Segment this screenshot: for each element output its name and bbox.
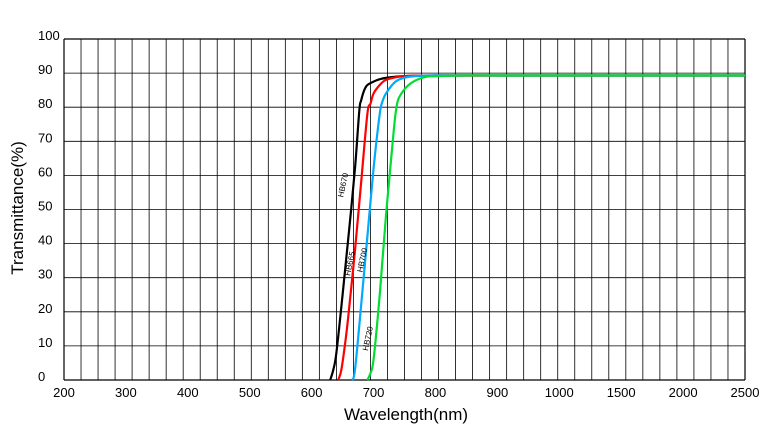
x-tick-label: 500 <box>239 385 261 400</box>
y-tick-label: 90 <box>38 62 52 77</box>
grid <box>63 38 746 381</box>
x-tick-label: 400 <box>177 385 199 400</box>
series-line-hb720 <box>366 74 745 381</box>
series-line-hb665 <box>337 74 745 381</box>
x-tick-label: 900 <box>487 385 509 400</box>
y-tick-label: 0 <box>38 369 45 384</box>
y-tick-label: 20 <box>38 301 52 316</box>
x-tick-label: 2000 <box>669 385 698 400</box>
y-tick-label: 70 <box>38 130 52 145</box>
series-line-hb670 <box>329 74 745 381</box>
y-axis-label: Transmittance(%) <box>8 141 27 275</box>
y-tick-label: 60 <box>38 164 52 179</box>
x-tick-label: 300 <box>115 385 137 400</box>
x-tick-label: 1500 <box>607 385 636 400</box>
y-tick-label: 50 <box>38 199 52 214</box>
y-tick-label: 30 <box>38 267 52 282</box>
x-tick-label: 700 <box>363 385 385 400</box>
y-tick-label: 10 <box>38 335 52 350</box>
curve-label-hb720: HB720 <box>361 325 375 351</box>
x-axis-label: Wavelength(nm) <box>344 405 468 424</box>
x-tick-label: 1000 <box>545 385 574 400</box>
series-curves <box>329 74 745 381</box>
x-tick-label: 2500 <box>731 385 760 400</box>
curve-label-hb700: HB700 <box>356 247 370 273</box>
y-tick-label: 40 <box>38 233 52 248</box>
y-tick-label: 80 <box>38 96 52 111</box>
x-tick-label: 600 <box>301 385 323 400</box>
curve-label-hb665: HB665 <box>343 250 357 276</box>
y-tick-label: 100 <box>38 28 60 43</box>
x-axis-ticks: 200 300 400 500 600 700 800 900 1000 1500 2000 2500 <box>53 385 759 400</box>
y-axis-ticks: 0 10 20 30 40 50 60 70 80 90 100 <box>38 28 60 384</box>
x-tick-label: 200 <box>53 385 75 400</box>
series-line-hb700 <box>350 74 745 381</box>
x-tick-label: 800 <box>425 385 447 400</box>
